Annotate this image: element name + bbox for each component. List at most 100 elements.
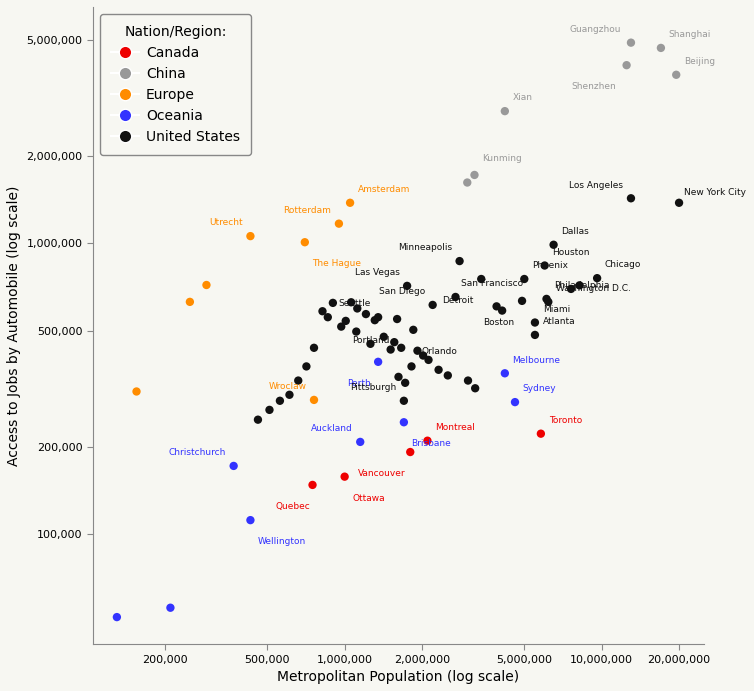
- Text: Toronto: Toronto: [549, 416, 582, 425]
- Point: [499, 106, 511, 117]
- Point: [395, 342, 407, 353]
- Point: [369, 314, 381, 325]
- Point: [322, 312, 334, 323]
- Point: [398, 417, 410, 428]
- Point: [625, 37, 637, 48]
- Point: [244, 231, 256, 242]
- Text: Pittsburgh: Pittsburgh: [350, 383, 396, 392]
- Point: [111, 612, 123, 623]
- Text: Dallas: Dallas: [561, 227, 589, 236]
- Text: Chicago: Chicago: [605, 261, 641, 269]
- Text: Wroclaw: Wroclaw: [268, 382, 306, 391]
- Point: [336, 321, 348, 332]
- Text: San Francisco: San Francisco: [461, 279, 523, 288]
- Text: Las Vegas: Las Vegas: [354, 268, 400, 277]
- Text: Los Angeles: Los Angeles: [569, 180, 624, 189]
- Point: [244, 515, 256, 526]
- Text: Kunming: Kunming: [483, 154, 522, 163]
- Point: [621, 59, 633, 70]
- Point: [351, 303, 363, 314]
- Point: [308, 342, 320, 353]
- Point: [547, 239, 559, 250]
- Point: [201, 279, 213, 290]
- Point: [372, 357, 385, 368]
- Point: [412, 346, 424, 357]
- Point: [360, 309, 372, 320]
- Point: [462, 375, 474, 386]
- Text: Ottawa: Ottawa: [352, 494, 385, 503]
- Point: [391, 314, 403, 325]
- Point: [529, 317, 541, 328]
- Text: Houston: Houston: [553, 248, 590, 257]
- Point: [274, 395, 286, 406]
- Text: Amsterdam: Amsterdam: [358, 185, 410, 194]
- Point: [378, 331, 390, 342]
- Point: [306, 480, 318, 491]
- Point: [496, 305, 508, 316]
- Text: Atlanta: Atlanta: [543, 317, 575, 326]
- Point: [491, 301, 503, 312]
- Point: [655, 42, 667, 53]
- Point: [164, 602, 176, 613]
- Point: [393, 371, 405, 382]
- Text: New York City: New York City: [684, 188, 746, 197]
- Point: [518, 274, 530, 285]
- Legend: Canada, China, Europe, Oceania, United States: Canada, China, Europe, Oceania, United S…: [100, 14, 251, 155]
- Point: [339, 471, 351, 482]
- Point: [333, 218, 345, 229]
- Point: [442, 370, 454, 381]
- Text: Shanghai: Shanghai: [669, 30, 711, 39]
- Point: [284, 389, 296, 400]
- Text: Phoenix: Phoenix: [532, 261, 568, 270]
- Text: Portland: Portland: [352, 337, 389, 346]
- Point: [404, 446, 416, 457]
- Point: [345, 296, 357, 307]
- Text: Christchurch: Christchurch: [169, 448, 226, 457]
- Point: [461, 177, 474, 188]
- Point: [468, 169, 480, 180]
- Point: [401, 281, 413, 292]
- Point: [542, 296, 554, 307]
- Point: [591, 273, 603, 284]
- Point: [252, 414, 264, 425]
- Point: [565, 283, 577, 294]
- Point: [535, 428, 547, 439]
- Text: Miami: Miami: [543, 305, 570, 314]
- Text: Guangzhou: Guangzhou: [569, 25, 621, 34]
- Point: [454, 256, 466, 267]
- Point: [300, 361, 312, 372]
- Point: [372, 312, 385, 323]
- Point: [670, 69, 682, 80]
- Text: Brisbane: Brisbane: [412, 439, 452, 448]
- Text: Perth: Perth: [347, 379, 370, 388]
- Text: Montreal: Montreal: [435, 423, 475, 432]
- Point: [529, 330, 541, 341]
- Point: [433, 364, 445, 375]
- Text: Xian: Xian: [513, 93, 532, 102]
- Text: Rotterdam: Rotterdam: [284, 206, 331, 215]
- Text: Wellington: Wellington: [258, 538, 306, 547]
- Text: Utrecht: Utrecht: [209, 218, 243, 227]
- Point: [538, 260, 550, 271]
- Text: Washington D.C.: Washington D.C.: [556, 284, 631, 293]
- Text: Shenzhen: Shenzhen: [572, 82, 616, 91]
- Point: [308, 395, 320, 406]
- Text: Quebec: Quebec: [275, 502, 310, 511]
- Point: [399, 377, 411, 388]
- Point: [344, 197, 356, 208]
- Point: [574, 280, 586, 291]
- Point: [422, 354, 434, 366]
- Point: [406, 361, 418, 372]
- Text: Seattle: Seattle: [338, 299, 370, 308]
- Point: [541, 294, 553, 305]
- Text: San Diego: San Diego: [379, 287, 425, 296]
- Point: [326, 297, 339, 308]
- Text: Detroit: Detroit: [442, 296, 474, 305]
- Point: [228, 460, 240, 471]
- Text: Boston: Boston: [483, 318, 514, 327]
- Point: [475, 274, 487, 285]
- Text: Sydney: Sydney: [523, 384, 556, 393]
- Point: [499, 368, 511, 379]
- Point: [673, 197, 685, 208]
- Point: [340, 315, 352, 326]
